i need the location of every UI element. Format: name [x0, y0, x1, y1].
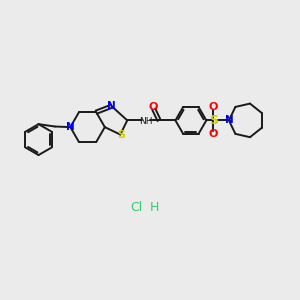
Text: H: H	[150, 202, 159, 214]
Text: O: O	[148, 102, 158, 112]
Text: NH: NH	[139, 117, 152, 126]
Text: S: S	[209, 114, 218, 127]
Text: N: N	[66, 122, 75, 132]
Text: O: O	[209, 129, 218, 139]
Text: N: N	[224, 116, 233, 125]
Text: S: S	[117, 130, 125, 140]
Text: N: N	[107, 100, 116, 111]
Text: O: O	[209, 102, 218, 112]
Text: Cl: Cl	[130, 202, 143, 214]
